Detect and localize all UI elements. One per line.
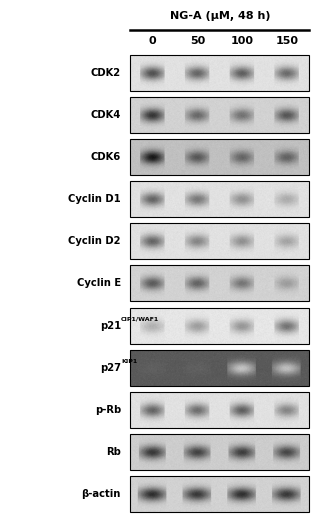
Bar: [130, 308, 309, 344]
Bar: [130, 350, 309, 386]
Bar: [130, 434, 309, 470]
Text: KIP1: KIP1: [121, 359, 138, 364]
Text: 100: 100: [231, 36, 254, 46]
Text: 150: 150: [275, 36, 298, 46]
Text: CDK4: CDK4: [90, 110, 121, 120]
Text: p27: p27: [100, 363, 121, 373]
Text: CDK2: CDK2: [91, 68, 121, 77]
Text: NG-A (μM, 48 h): NG-A (μM, 48 h): [170, 10, 270, 21]
Text: β-actin: β-actin: [82, 489, 121, 499]
Bar: [130, 476, 309, 512]
Bar: [130, 181, 309, 217]
Text: Cyclin D2: Cyclin D2: [68, 236, 121, 246]
Text: 50: 50: [190, 36, 205, 46]
Text: p-Rb: p-Rb: [95, 405, 121, 415]
Bar: [130, 392, 309, 428]
Bar: [130, 223, 309, 259]
Text: Rb: Rb: [106, 447, 121, 457]
Text: p21: p21: [100, 320, 121, 331]
Text: Cyclin D1: Cyclin D1: [68, 194, 121, 204]
Text: CDK6: CDK6: [91, 152, 121, 162]
Text: CIP1/WAF1: CIP1/WAF1: [121, 317, 160, 321]
Bar: [130, 55, 309, 90]
Text: Cyclin E: Cyclin E: [77, 278, 121, 289]
Text: 0: 0: [149, 36, 156, 46]
Bar: [130, 265, 309, 302]
Bar: [130, 139, 309, 175]
Bar: [130, 97, 309, 133]
